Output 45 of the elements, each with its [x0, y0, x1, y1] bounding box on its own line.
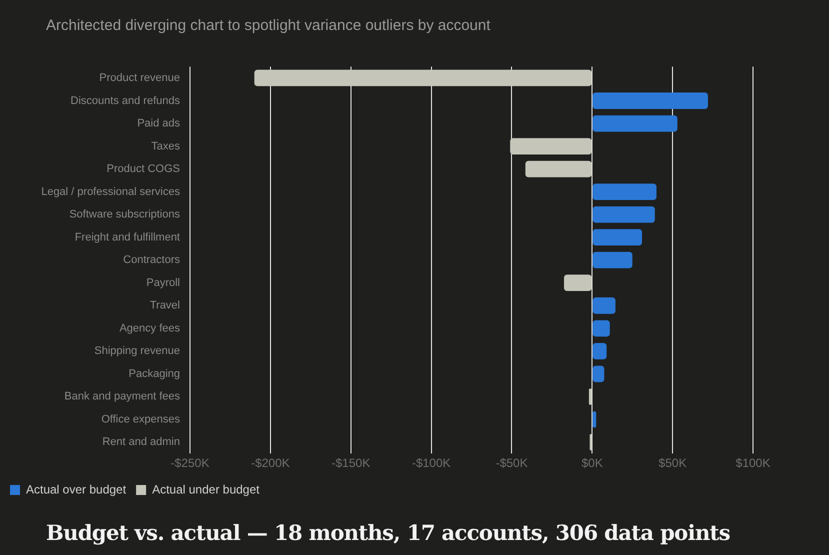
bar — [592, 342, 607, 360]
y-tick-label: Taxes — [151, 140, 180, 152]
y-tick-label: Bank and payment fees — [64, 390, 180, 403]
bar — [592, 297, 616, 314]
bar — [592, 229, 642, 246]
y-tick-label: Contractors — [123, 254, 180, 266]
bar — [592, 252, 632, 268]
y-tick-label: Paid ads — [137, 118, 180, 130]
y-tick-label: Payroll — [146, 276, 180, 289]
x-tick-label: -$250K — [170, 456, 210, 470]
bar — [592, 320, 610, 337]
chart-subtitle: Architected diverging chart to spotlight variance outliers by account — [46, 17, 490, 34]
y-tick-label: Shipping revenue — [94, 345, 180, 358]
legend-label: Actual under budget — [152, 482, 260, 496]
bar — [588, 388, 592, 405]
x-tick-label: -$50K — [496, 456, 528, 470]
text: Budget vs. actual — 18 months, 17 accounts, 306 data points — [46, 520, 730, 545]
y-tick-label: Discounts and refunds — [70, 94, 180, 107]
y-tick-label: Packaging — [128, 368, 180, 380]
y-tick-label: Rent and admin — [102, 436, 180, 448]
y-tick-label: Product revenue — [99, 72, 180, 84]
bar — [564, 274, 592, 292]
y-tick-label: Office expenses — [101, 413, 180, 426]
bar — [592, 92, 708, 109]
y-tick-label: Legal / professional services — [41, 186, 180, 198]
x-tick-label: $0K — [581, 456, 603, 470]
bar — [592, 366, 604, 382]
legend-label: Actual over budget — [26, 482, 127, 496]
bar — [592, 184, 656, 200]
x-tick-label: -$100K — [412, 456, 451, 470]
bar — [592, 411, 596, 428]
bar — [525, 160, 592, 178]
x-tick-label: $100K — [736, 456, 770, 470]
y-tick-label: Agency fees — [119, 322, 180, 334]
bar — [592, 115, 678, 132]
y-tick-label: Travel — [150, 300, 180, 312]
bar — [254, 70, 592, 86]
x-tick-label: -$200K — [251, 456, 290, 470]
bar — [592, 206, 655, 223]
y-tick-label: Product COGS — [106, 163, 180, 176]
bar — [510, 138, 592, 154]
y-tick-label: Freight and fulfillment — [74, 231, 180, 244]
x-tick-label: -$150K — [332, 456, 370, 470]
x-tick-label: $50K — [658, 456, 687, 470]
y-tick-label: Software subscriptions — [69, 208, 180, 221]
